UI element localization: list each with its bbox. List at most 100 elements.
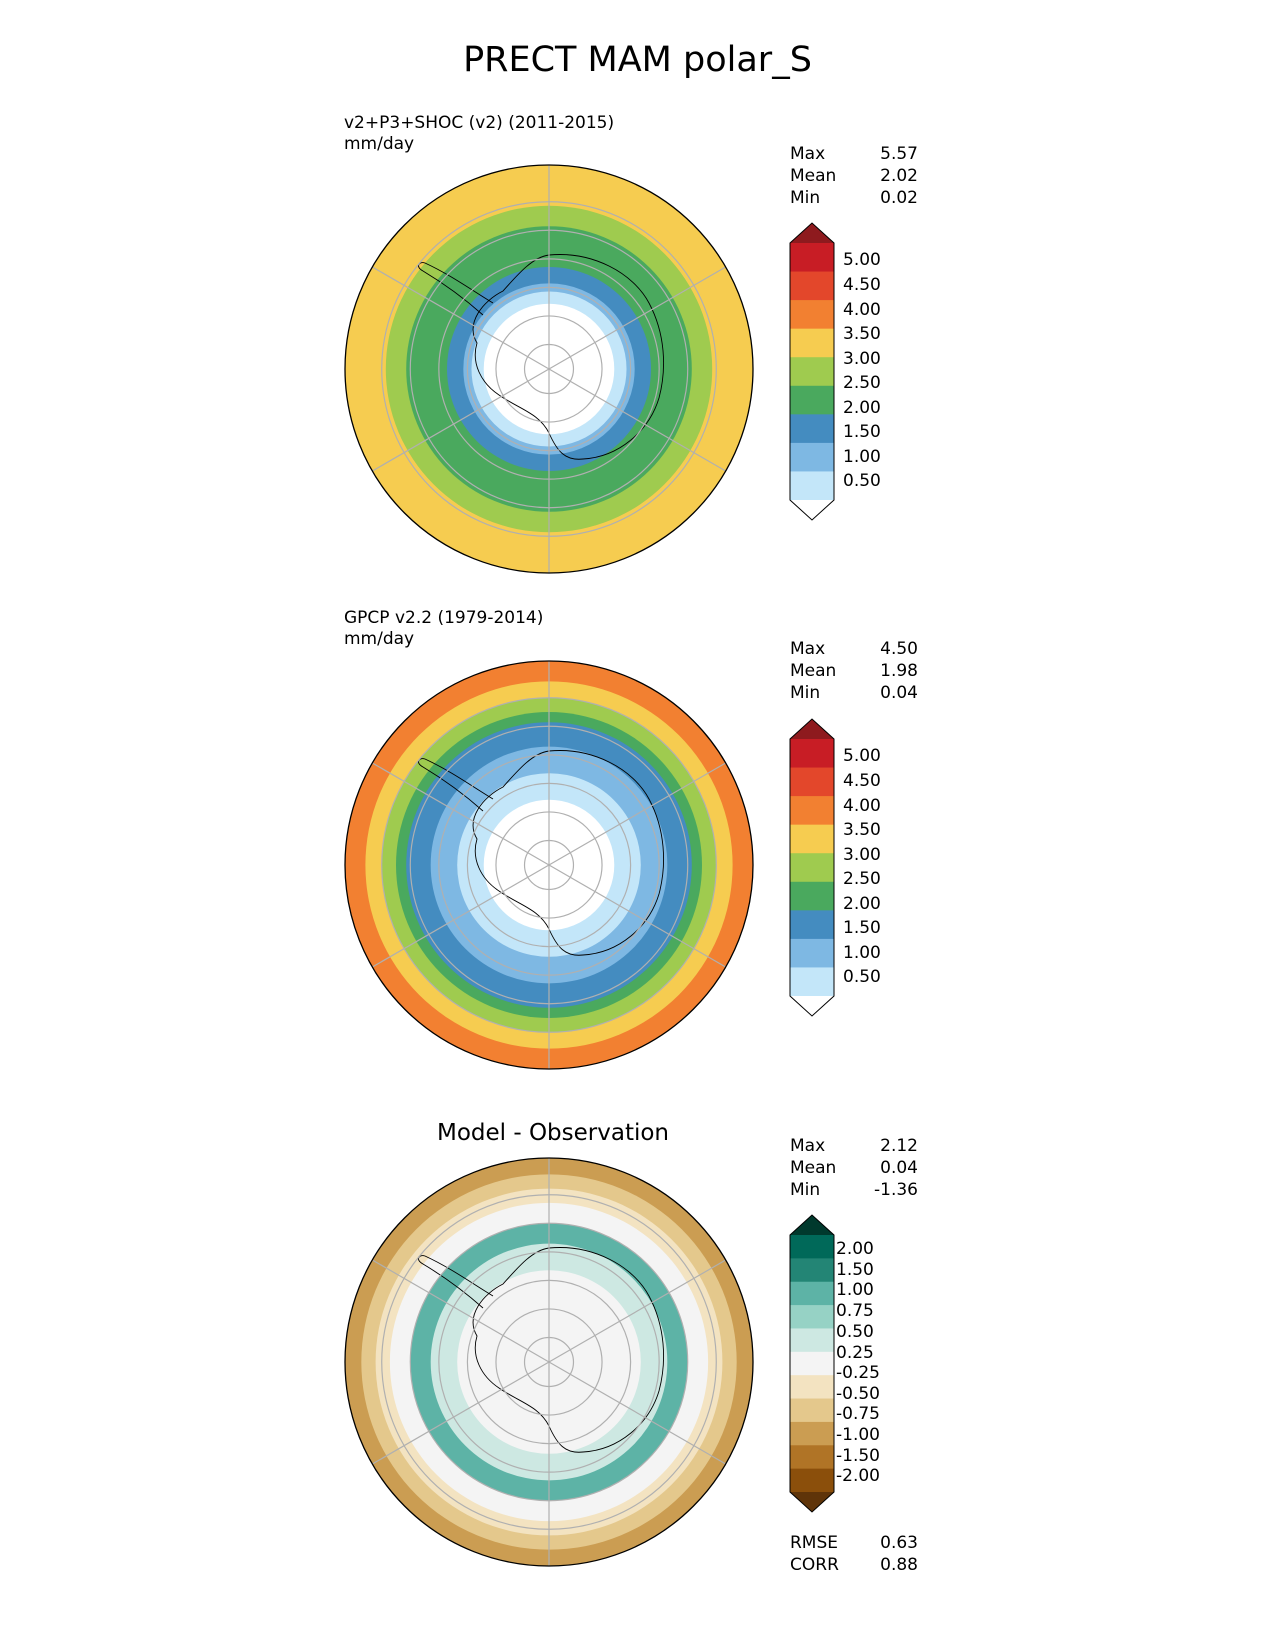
colorbar-band bbox=[790, 357, 834, 387]
meridian-gridline bbox=[548, 1361, 726, 1465]
meridian-gridline bbox=[372, 1361, 550, 1465]
stat-value: 2.12 bbox=[880, 1136, 918, 1156]
stat-corr-row: CORR 0.88 bbox=[790, 1554, 918, 1576]
colorbar-band bbox=[790, 938, 834, 969]
panel-3-error-stats: RMSE 0.63 CORR 0.88 bbox=[790, 1532, 918, 1576]
colorbar-band bbox=[790, 1235, 834, 1259]
stat-label: CORR bbox=[790, 1555, 839, 1575]
stat-label: Min bbox=[790, 188, 821, 208]
stat-label: Mean bbox=[790, 1158, 837, 1178]
precip-field bbox=[345, 661, 753, 1069]
colorbar-tick-label: 2.50 bbox=[843, 869, 881, 889]
stat-max-row: Max 2.12 bbox=[790, 1135, 918, 1157]
colorbar-band bbox=[790, 300, 834, 330]
panel-1-polar-map bbox=[344, 164, 754, 574]
stat-value: 0.02 bbox=[880, 188, 918, 208]
stat-max-row: Max 5.57 bbox=[790, 143, 918, 165]
colorbar-tick-label: 2.50 bbox=[843, 373, 881, 393]
antarctica-coastline bbox=[472, 254, 665, 460]
antarctica-coastline bbox=[472, 1247, 665, 1453]
colorbar-band bbox=[790, 824, 834, 854]
colorbar-tick-label: 1.50 bbox=[836, 1260, 874, 1280]
colorbar-band bbox=[790, 328, 834, 358]
colorbar-band bbox=[790, 910, 834, 940]
colorbar-band bbox=[790, 1445, 834, 1470]
stat-label: Max bbox=[790, 144, 826, 164]
colorbar-tick-label: -1.00 bbox=[836, 1425, 880, 1445]
colorbar-tick-label: -0.25 bbox=[836, 1363, 880, 1383]
colorbar-tick-label: 4.50 bbox=[843, 275, 881, 295]
colorbar-tick-label: 2.00 bbox=[836, 1239, 874, 1259]
panel-1-dataset-label: v2+P3+SHOC (v2) (2011-2015) bbox=[344, 113, 615, 133]
panel-2-stats: Max 4.50 Mean 1.98 Min 0.04 bbox=[790, 638, 918, 704]
colorbar-tick-label: 1.00 bbox=[836, 1280, 874, 1300]
colorbar-band bbox=[790, 967, 834, 997]
map-boundary bbox=[344, 660, 754, 1070]
colorbar-extend-max bbox=[790, 719, 834, 739]
colorbar-band bbox=[790, 1398, 834, 1423]
colorbar-tick-label: 0.50 bbox=[836, 1322, 874, 1342]
panel-1-colorbar bbox=[789, 222, 835, 521]
colorbar-band bbox=[790, 243, 834, 273]
colorbar-tick-label: 1.00 bbox=[843, 943, 881, 963]
colorbar-outline bbox=[789, 222, 835, 521]
panel-3-title: Model - Observation bbox=[436, 1120, 670, 1146]
meridian-gridline bbox=[548, 368, 726, 472]
precip-field bbox=[345, 1158, 753, 1566]
stat-value: 0.04 bbox=[880, 1158, 918, 1178]
panel-2-dataset-label: GPCP v2.2 (1979-2014) bbox=[344, 608, 544, 628]
colorbar-tick-label: 0.50 bbox=[843, 471, 881, 491]
meridian-gridline bbox=[372, 368, 550, 472]
meridian-gridline bbox=[548, 864, 726, 968]
colorbar-band bbox=[790, 853, 834, 883]
stat-label: Min bbox=[790, 1180, 821, 1200]
colorbar-extend-min bbox=[790, 996, 834, 1016]
stat-label: Mean bbox=[790, 166, 837, 186]
stat-min-row: Min -1.36 bbox=[790, 1179, 918, 1201]
colorbar-band bbox=[790, 796, 834, 826]
colorbar-tick-label: 0.25 bbox=[836, 1343, 874, 1363]
panel-1-units-label: mm/day bbox=[344, 134, 415, 154]
stat-mean-row: Mean 1.98 bbox=[790, 660, 918, 682]
stat-value: 2.02 bbox=[880, 166, 918, 186]
stat-label: Max bbox=[790, 1136, 826, 1156]
stat-value: -1.36 bbox=[874, 1180, 918, 1200]
colorbar-tick-label: 1.00 bbox=[843, 447, 881, 467]
figure-title: PRECT MAM polar_S bbox=[463, 40, 812, 80]
panel-3-stats: Max 2.12 Mean 0.04 Min -1.36 bbox=[790, 1135, 918, 1201]
colorbar-tick-label: -2.00 bbox=[836, 1466, 880, 1486]
colorbar-band bbox=[790, 1305, 834, 1330]
colorbar-tick-label: 2.00 bbox=[843, 894, 881, 914]
colorbar-band bbox=[790, 471, 834, 501]
stat-value: 1.98 bbox=[880, 661, 918, 681]
stat-min-row: Min 0.04 bbox=[790, 682, 918, 704]
colorbar-band bbox=[790, 1328, 834, 1353]
stat-label: RMSE bbox=[790, 1533, 839, 1553]
stat-min-row: Min 0.02 bbox=[790, 187, 918, 209]
colorbar-extend-min bbox=[790, 500, 834, 520]
colorbar-band bbox=[790, 881, 834, 911]
stat-value: 0.04 bbox=[880, 683, 918, 703]
stat-max-row: Max 4.50 bbox=[790, 638, 918, 660]
colorbar-tick-label: 4.00 bbox=[843, 796, 881, 816]
colorbar-tick-label: 3.00 bbox=[843, 349, 881, 369]
meridian-gridline bbox=[548, 1259, 726, 1363]
panel-1-label: v2+P3+SHOC (v2) (2011-2015) mm/day bbox=[344, 113, 614, 155]
colorbar-tick-label: -0.75 bbox=[836, 1404, 880, 1424]
stat-mean-row: Mean 0.04 bbox=[790, 1157, 918, 1179]
colorbar-band bbox=[790, 767, 834, 797]
colorbar-band bbox=[790, 271, 834, 301]
colorbar-band bbox=[790, 1375, 834, 1400]
colorbar-tick-label: 2.00 bbox=[843, 398, 881, 418]
meridian-gridline bbox=[372, 1259, 550, 1363]
stat-mean-row: Mean 2.02 bbox=[790, 165, 918, 187]
meridian-gridline bbox=[372, 762, 550, 866]
colorbar-tick-label: 3.00 bbox=[843, 845, 881, 865]
meridian-gridline bbox=[548, 762, 726, 866]
colorbar-band bbox=[790, 414, 834, 444]
panel-2-polar-map bbox=[344, 660, 754, 1070]
meridian-gridline bbox=[372, 266, 550, 370]
stat-value: 0.88 bbox=[880, 1555, 918, 1575]
colorbar-band bbox=[790, 385, 834, 415]
colorbar-tick-label: 3.50 bbox=[843, 820, 881, 840]
